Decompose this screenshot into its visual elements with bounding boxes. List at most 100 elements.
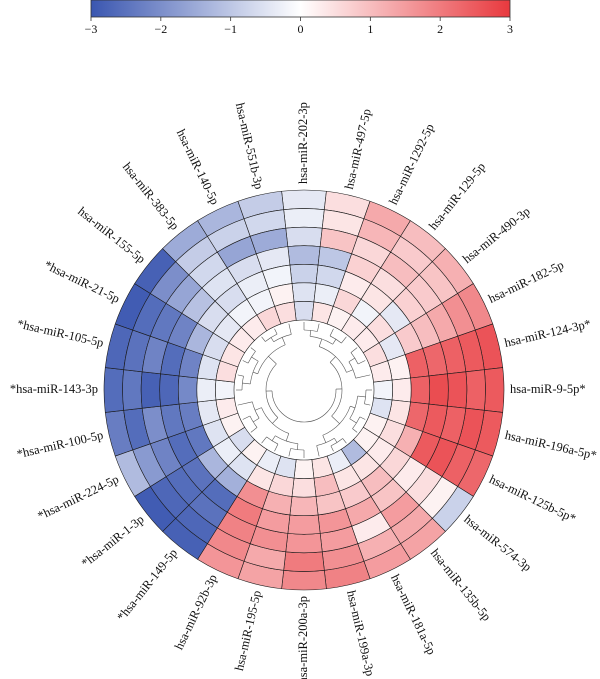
row-label: *hsa-miR-100-5p [15, 428, 104, 461]
row-label: *hsa-miR-143-3p [10, 382, 98, 396]
heatmap-cell [428, 373, 449, 407]
heatmap-cell [283, 551, 325, 572]
colorbar [90, 0, 511, 18]
colorbar-tick-label: −1 [224, 22, 237, 36]
heatmap-cell [293, 301, 315, 321]
dendrogram-link [290, 448, 305, 451]
dendrogram-branch [242, 415, 251, 420]
heatmap-cell [274, 301, 297, 325]
dendrogram-branch [357, 395, 366, 398]
heatmap-cell [283, 208, 325, 229]
dendrogram-branch [242, 360, 249, 364]
row-label: hsa-miR-135b-5p [428, 546, 494, 624]
heatmap-cell [391, 377, 412, 403]
dendrogram-branch [332, 339, 337, 345]
heatmap-cell [447, 371, 468, 409]
dendrogram-branch [285, 433, 290, 442]
dendrogram-branch [252, 371, 258, 375]
dendrogram-branch [364, 403, 371, 406]
dendrogram-branch [357, 360, 366, 365]
row-label: hsa-miR-9-5p* [510, 382, 586, 396]
dendrogram-link [271, 389, 337, 423]
dendrogram-branch [242, 382, 251, 385]
dendrogram-branch [355, 374, 371, 379]
dendrogram-link [364, 389, 367, 404]
row-label: hsa-miR-551b-3p [233, 101, 266, 190]
heatmap-cell [177, 375, 198, 405]
dendrogram-branch [288, 323, 292, 335]
colorbar-ticks: −3 −2 −1 0 1 2 3 [85, 17, 513, 36]
heatmap-cell [285, 226, 323, 247]
colorbar-tick-label: −2 [154, 22, 167, 36]
dendrogram-branch [318, 338, 323, 347]
row-label: *hsa-miR-1-3p [79, 512, 147, 570]
row-label: *hsa-miR-149-5p [114, 546, 180, 624]
dendrogram-link [330, 438, 343, 447]
row-label: hsa-miR-202-3p [296, 102, 310, 184]
dendrogram-branch [237, 374, 244, 377]
heatmap-cell [291, 282, 317, 303]
dendrogram-branch [330, 445, 334, 452]
dendrogram-branch [271, 435, 276, 441]
dendrogram-link [241, 376, 244, 391]
heatmap-cell [465, 369, 486, 411]
dendrogram-branch [288, 448, 291, 457]
dendrogram-branch [322, 435, 327, 443]
dendrogram-branch [274, 443, 279, 452]
heatmap-cell [281, 189, 327, 211]
heatmap-cell [159, 373, 180, 407]
dendrogram-branch [346, 369, 354, 373]
row-label: *hsa-miR-224-5p [35, 472, 121, 523]
dendrogram-branch [274, 328, 278, 335]
colorbar-tick-label: 1 [367, 22, 373, 36]
heatmap-cell [289, 263, 319, 284]
dendrogram-branch [350, 347, 358, 353]
colorbar-tick-label: 3 [507, 22, 513, 36]
colorbar-tick-label: 0 [298, 22, 304, 36]
dendrogram-branch [281, 337, 286, 345]
dendrogram-branch [334, 438, 338, 443]
dendrogram-branch [341, 336, 347, 344]
dendrogram-link [316, 438, 335, 446]
dendrogram-branch [261, 336, 266, 342]
dendrogram-branch [254, 407, 262, 411]
dendrogram-branch [272, 417, 279, 424]
dendrogram-link [247, 351, 256, 364]
heatmap-cell [103, 367, 125, 413]
row-label: hsa-miR-199a-3p [344, 589, 377, 677]
colorbar-tick-label: −3 [85, 22, 98, 36]
heatmap-cell [373, 379, 393, 401]
dendrogram-branch [317, 323, 320, 332]
row-label: *hsa-miR-21-5p [42, 258, 122, 306]
row-label: hsa-miR-200a-3p [296, 596, 310, 679]
row-label: hsa-miR-92b-3p [172, 572, 220, 652]
dendrogram-link [265, 333, 278, 342]
heatmap-cell [287, 514, 321, 535]
dendrogram-branch [329, 328, 334, 337]
row-label: hsa-miR-383-5p [120, 160, 182, 233]
dendrogram-branch [359, 416, 366, 420]
row-label: *hsa-miR-105-5p [16, 317, 105, 350]
row-label: hsa-miR-490-3p [460, 204, 533, 266]
row-label: hsa-miR-195-5p [232, 589, 264, 672]
heatmap-cell [291, 477, 317, 498]
heatmap-cell [281, 569, 327, 591]
dendrogram-link [265, 363, 279, 418]
row-label: hsa-miR-140-5p [174, 127, 222, 207]
row-label: hsa-miR-181a-5p [388, 572, 439, 657]
dendrogram-branch [250, 427, 258, 433]
row-label: hsa-miR-182-5p [486, 258, 566, 306]
heatmap-cell [289, 496, 319, 517]
dendrogram-branch [270, 337, 274, 342]
dendrogram-branch [316, 445, 320, 457]
dendrogram-branch [268, 356, 277, 365]
heatmap-cell [410, 375, 431, 405]
row-label: hsa-miR-155-5p [75, 204, 148, 266]
dendrogram-link [352, 416, 361, 429]
dendrogram-branch [342, 438, 347, 444]
dendrogram [236, 322, 372, 458]
dendrogram-branch [348, 357, 355, 363]
row-label: hsa-miR-125b-5p* [487, 472, 578, 526]
heatmap-cell [287, 245, 321, 266]
